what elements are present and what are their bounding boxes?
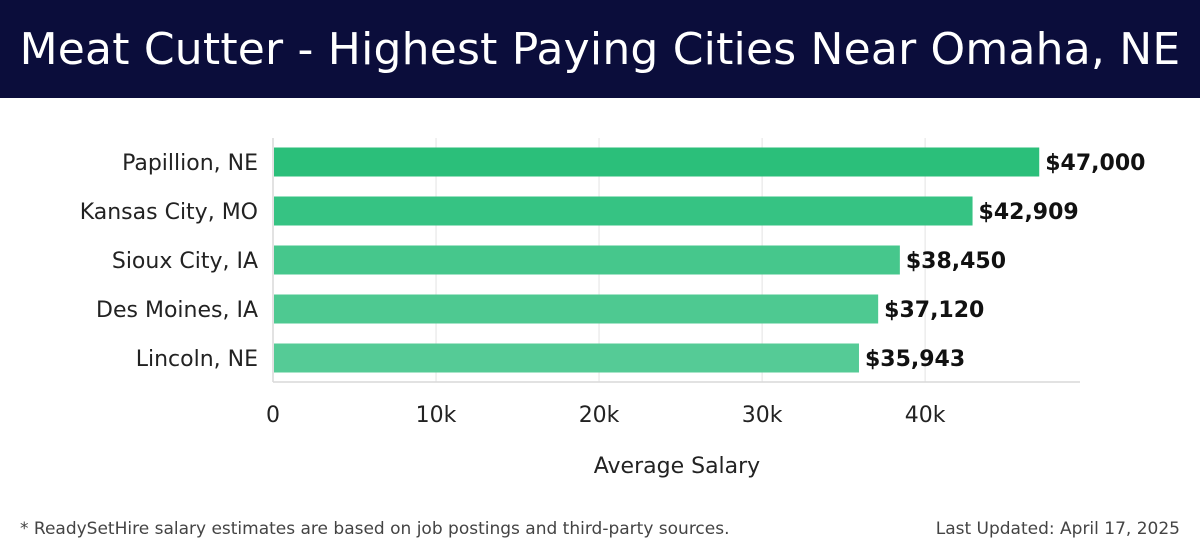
value-label: $37,120	[884, 298, 984, 323]
category-label: Papillion, NE	[122, 151, 258, 176]
bars	[274, 147, 1040, 373]
bar	[274, 294, 879, 324]
footer-note: * ReadySetHire salary estimates are base…	[20, 519, 730, 539]
last-updated: Last Updated: April 17, 2025	[935, 519, 1180, 539]
chart-title: Meat Cutter - Highest Paying Cities Near…	[19, 23, 1181, 75]
value-label: $38,450	[906, 249, 1006, 274]
value-label: $35,943	[865, 347, 965, 372]
category-label: Lincoln, NE	[136, 347, 258, 372]
value-label: $47,000	[1045, 151, 1145, 176]
bar	[274, 196, 973, 226]
category-label: Kansas City, MO	[80, 200, 258, 225]
bar	[274, 343, 859, 373]
chart-header: Meat Cutter - Highest Paying Cities Near…	[0, 0, 1200, 98]
category-label: Des Moines, IA	[96, 298, 258, 323]
salary-bar-chart: Papillion, NE Kansas City, MO Sioux City, …	[80, 138, 1145, 479]
x-tick-label: 40k	[905, 403, 946, 428]
bar	[274, 147, 1040, 177]
value-label: $42,909	[979, 200, 1079, 225]
category-labels: Papillion, NE Kansas City, MO Sioux City, …	[80, 151, 258, 372]
value-labels: $47,000 $42,909 $38,450 $37,120 $35,943	[865, 151, 1145, 372]
x-tick-labels: 0 10k 20k 30k 40k	[266, 403, 946, 428]
bar	[274, 245, 900, 275]
x-axis-label: Average Salary	[594, 454, 760, 479]
x-tick-label: 20k	[579, 403, 620, 428]
x-tick-label: 10k	[416, 403, 457, 428]
x-tick-label: 0	[266, 403, 280, 428]
x-tick-label: 30k	[742, 403, 783, 428]
category-label: Sioux City, IA	[112, 249, 258, 274]
